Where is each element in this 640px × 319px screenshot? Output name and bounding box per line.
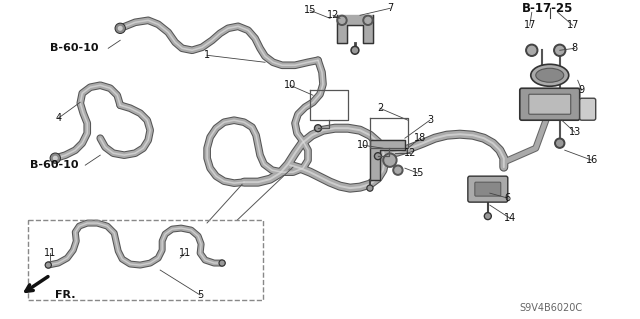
Circle shape bbox=[339, 17, 345, 23]
FancyBboxPatch shape bbox=[468, 176, 508, 202]
Circle shape bbox=[367, 185, 373, 191]
Text: 3: 3 bbox=[427, 115, 433, 125]
Circle shape bbox=[554, 44, 566, 56]
Text: 1: 1 bbox=[204, 50, 210, 60]
Circle shape bbox=[353, 48, 357, 53]
Text: 10: 10 bbox=[357, 140, 369, 150]
Circle shape bbox=[219, 260, 225, 266]
Circle shape bbox=[220, 261, 224, 265]
Circle shape bbox=[118, 26, 122, 30]
Circle shape bbox=[351, 46, 359, 54]
Text: 18: 18 bbox=[414, 133, 426, 143]
Ellipse shape bbox=[536, 68, 564, 82]
Circle shape bbox=[337, 15, 347, 25]
Circle shape bbox=[363, 15, 373, 25]
Circle shape bbox=[314, 125, 321, 132]
Text: 7: 7 bbox=[387, 3, 393, 13]
Text: 6: 6 bbox=[505, 193, 511, 203]
FancyBboxPatch shape bbox=[580, 98, 596, 120]
Text: B-60-10: B-60-10 bbox=[51, 43, 99, 53]
FancyBboxPatch shape bbox=[520, 88, 580, 120]
Circle shape bbox=[45, 262, 51, 268]
Circle shape bbox=[51, 154, 60, 162]
Text: 11: 11 bbox=[44, 248, 56, 258]
Circle shape bbox=[376, 154, 380, 158]
Text: 12: 12 bbox=[404, 148, 416, 158]
Text: 14: 14 bbox=[504, 213, 516, 223]
Circle shape bbox=[47, 263, 50, 267]
Text: 5: 5 bbox=[197, 290, 204, 300]
Circle shape bbox=[486, 214, 490, 218]
Polygon shape bbox=[337, 15, 373, 43]
Circle shape bbox=[51, 153, 60, 163]
Circle shape bbox=[116, 24, 124, 32]
Circle shape bbox=[115, 23, 125, 33]
Text: 11: 11 bbox=[179, 248, 191, 258]
Text: 15: 15 bbox=[412, 168, 424, 178]
Text: 10: 10 bbox=[284, 80, 296, 90]
Circle shape bbox=[383, 153, 397, 167]
Text: 4: 4 bbox=[55, 113, 61, 123]
Text: 2: 2 bbox=[377, 103, 383, 113]
Circle shape bbox=[374, 153, 381, 160]
Circle shape bbox=[368, 186, 372, 190]
Text: B-17-25: B-17-25 bbox=[522, 2, 573, 15]
Circle shape bbox=[528, 46, 536, 54]
Bar bbox=[28, 220, 263, 300]
Circle shape bbox=[316, 126, 320, 130]
Circle shape bbox=[395, 167, 401, 173]
Circle shape bbox=[385, 155, 395, 165]
Text: 12: 12 bbox=[327, 10, 339, 20]
Text: 13: 13 bbox=[568, 127, 581, 137]
Text: 17: 17 bbox=[566, 20, 579, 30]
Circle shape bbox=[393, 165, 403, 175]
Circle shape bbox=[526, 44, 538, 56]
Circle shape bbox=[484, 213, 492, 219]
Polygon shape bbox=[370, 140, 405, 180]
FancyBboxPatch shape bbox=[529, 94, 571, 114]
Ellipse shape bbox=[531, 64, 569, 86]
Text: 15: 15 bbox=[304, 5, 316, 15]
Text: S9V4B6020C: S9V4B6020C bbox=[520, 303, 583, 313]
Circle shape bbox=[365, 17, 371, 23]
FancyBboxPatch shape bbox=[475, 182, 501, 196]
Text: 9: 9 bbox=[579, 85, 585, 95]
Circle shape bbox=[557, 140, 563, 146]
Text: B-60-10: B-60-10 bbox=[30, 160, 79, 170]
Text: 8: 8 bbox=[572, 43, 578, 53]
Circle shape bbox=[556, 46, 564, 54]
Circle shape bbox=[54, 156, 57, 160]
Circle shape bbox=[555, 138, 564, 148]
Text: FR.: FR. bbox=[55, 290, 76, 300]
Text: 16: 16 bbox=[586, 155, 598, 165]
Text: 17: 17 bbox=[524, 20, 536, 30]
